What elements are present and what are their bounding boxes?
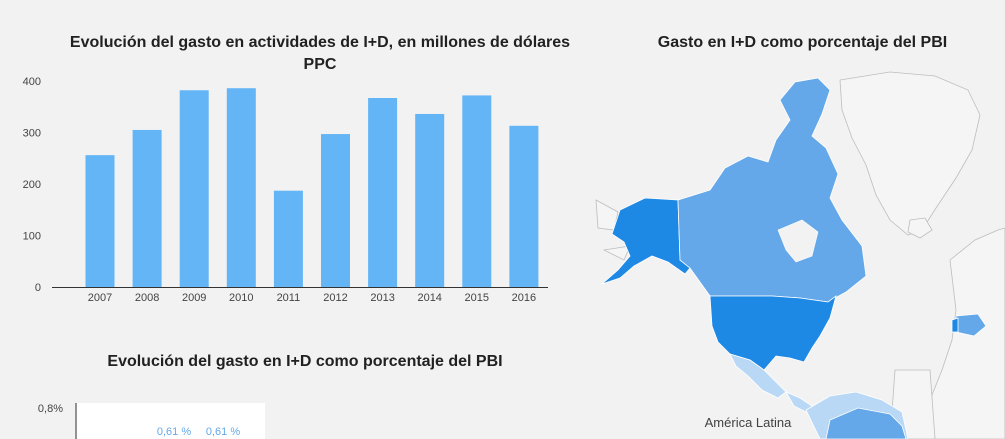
bar-2012[interactable] (321, 134, 350, 287)
bar-2014[interactable] (415, 113, 445, 288)
x-tick-label: 2011 (277, 292, 301, 304)
x-tick-label: 2016 (512, 292, 536, 304)
y-tick-label: 400 (23, 76, 41, 88)
choropleth-map[interactable]: América Latina (590, 70, 1005, 439)
bar-2010[interactable] (226, 88, 256, 288)
bar-chart-title: Evolución del gasto en actividades de I+… (69, 34, 571, 73)
x-tick-label: 2009 (182, 292, 206, 304)
x-tick-label: 2014 (417, 292, 441, 304)
bar-2016[interactable] (509, 125, 539, 288)
x-tick-label: 2008 (135, 292, 159, 304)
bar-2015[interactable] (462, 95, 492, 287)
pct-panel (77, 403, 265, 439)
y-tick-label: 0 (35, 282, 41, 294)
pct-data-label: 0,61 % (157, 426, 191, 438)
pct-chart: 0,8% 0,61 % 0,61 % (38, 403, 265, 439)
pct-chart-title: Evolución del gasto en I+D como porcenta… (107, 353, 503, 370)
x-tick-label: 2007 (88, 292, 112, 304)
map-brazil[interactable] (825, 407, 907, 439)
bar-2007[interactable] (85, 155, 115, 287)
map-hudson-bay (777, 219, 819, 263)
bar-2008[interactable] (132, 129, 162, 287)
x-tick-label: 2013 (370, 292, 394, 304)
pct-ytick-top: 0,8% (38, 403, 63, 415)
map-mexico[interactable] (729, 353, 787, 399)
map-portugal[interactable] (951, 317, 959, 333)
bar-2013[interactable] (368, 97, 398, 288)
bar-2009[interactable] (179, 90, 209, 287)
map-region-label: América Latina (705, 415, 792, 430)
map-title: Gasto en I+D como porcentaje del PBI (657, 34, 948, 51)
map-canada[interactable] (677, 77, 867, 303)
pct-data-label: 0,61 % (206, 426, 240, 438)
map-greenland[interactable] (839, 71, 981, 236)
map-usa[interactable] (709, 294, 837, 371)
x-tick-label: 2012 (323, 292, 347, 304)
y-tick-label: 200 (23, 179, 41, 191)
y-tick-label: 300 (23, 128, 41, 140)
x-tick-label: 2010 (229, 292, 253, 304)
bar-chart: 0 100 200 300 400 2007 2008 2009 2010 2011 2012 201… (23, 76, 548, 304)
bar-2011[interactable] (273, 190, 303, 287)
x-tick-label: 2015 (465, 292, 489, 304)
y-tick-label: 100 (23, 231, 41, 243)
